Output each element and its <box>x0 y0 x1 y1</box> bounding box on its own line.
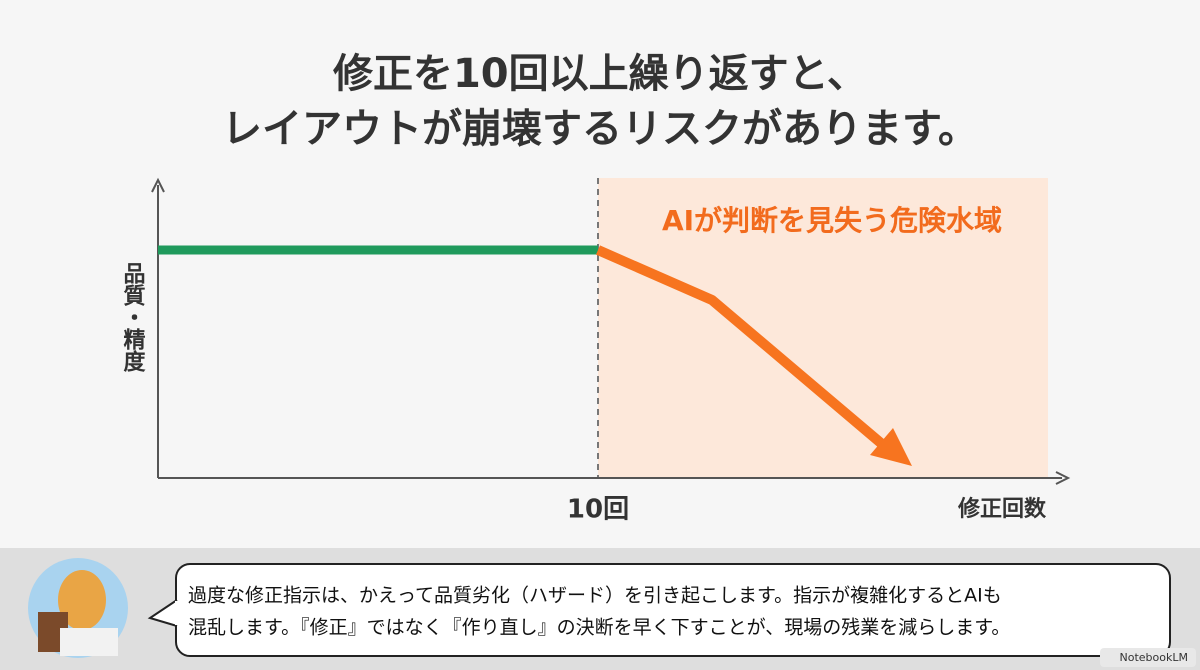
zone-label: AIが判断を見失う危険水域 <box>662 204 1002 237</box>
avatar-figure <box>58 570 106 630</box>
title-line: レイアウトが崩壊するリスクがあります。 <box>222 106 978 152</box>
speech-pointer-mask <box>175 601 179 625</box>
decline-arrowhead <box>870 428 912 466</box>
danger-zone <box>598 178 1048 478</box>
caption-line: 混乱します。『修正』ではなく『作り直し』の決断を早く下すことが、現場の残業を減ら… <box>188 617 1010 639</box>
badge-text: NotebookLM <box>1120 651 1188 664</box>
avatar-coat <box>60 628 118 656</box>
x-axis-arrow <box>1055 471 1071 485</box>
y-axis-arrow <box>151 177 165 193</box>
decline-line <box>595 245 886 448</box>
caption-line: 過度な修正指示は、かえって品質劣化（ハザード）を引き起こします。指示が複雑化する… <box>188 585 1002 607</box>
title-line: 修正を10回以上繰り返すと、 <box>333 51 867 97</box>
x-axis-label: 修正回数 <box>957 496 1047 522</box>
marker-label: 10回 <box>567 495 629 525</box>
speech-bubble <box>175 563 1171 657</box>
badge <box>1100 648 1196 667</box>
speech-pointer <box>147 599 178 627</box>
y-axis-label: 品質・精度 <box>120 262 146 373</box>
